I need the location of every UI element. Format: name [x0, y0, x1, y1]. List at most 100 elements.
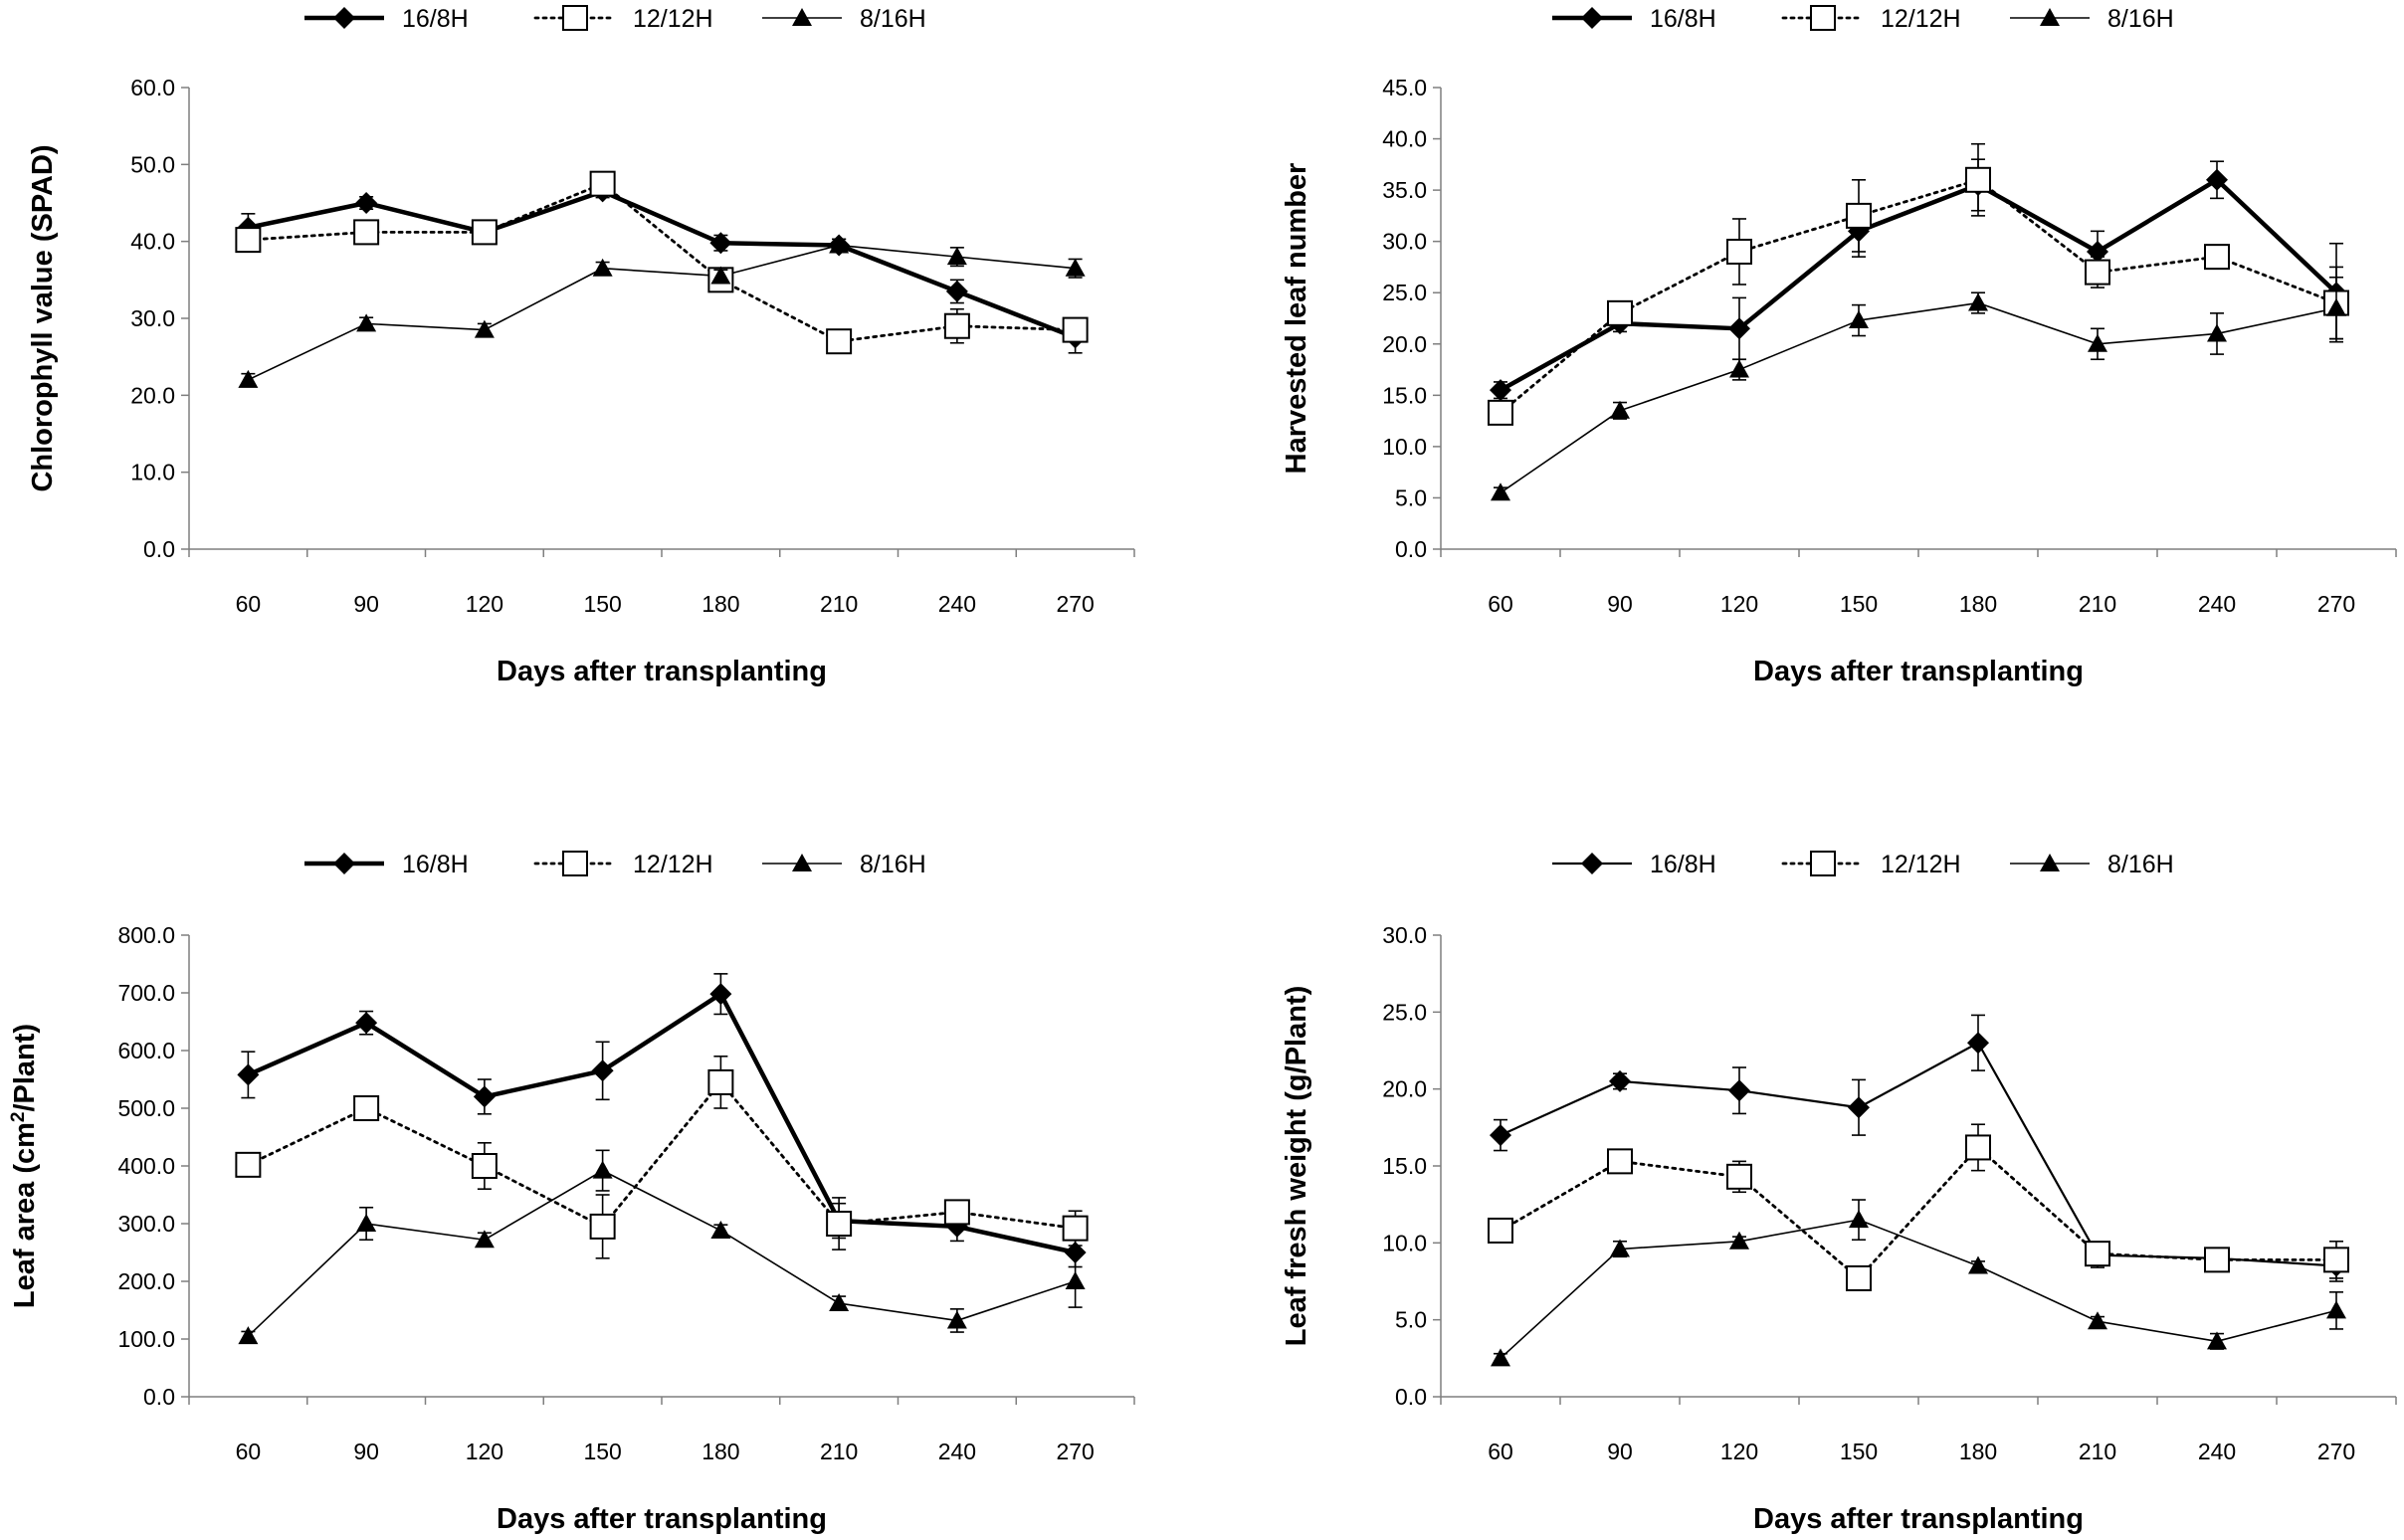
y-tick-label: 50.0 — [130, 151, 175, 177]
x-axis-title: Days after transplanting — [1753, 1503, 2084, 1535]
data-point-8/16H — [1491, 1348, 1510, 1367]
data-point-12/12H — [1607, 299, 1633, 326]
data-point-16/8H — [1848, 1096, 1870, 1119]
y-tick-label: 5.0 — [1395, 1307, 1427, 1333]
y-tick-label: 45.0 — [1382, 75, 1427, 100]
data-point-8/16H — [1849, 1210, 1869, 1229]
data-point-12/12H — [589, 1213, 616, 1240]
data-point-12/12H — [2085, 1241, 2110, 1267]
legend-label-12/12H: 12/12H — [633, 851, 713, 878]
data-point-16/8H — [709, 232, 732, 255]
x-tick-label: 240 — [938, 1439, 976, 1464]
data-point-12/12H — [2085, 259, 2110, 286]
data-point-12/12H — [471, 219, 498, 246]
legend-marker-8/16H — [792, 8, 812, 26]
legend-label-12/12H: 12/12H — [633, 5, 713, 33]
data-point-12/12H — [943, 312, 970, 339]
y-tick-label: 15.0 — [1382, 1153, 1427, 1179]
data-point-12/12H — [943, 1199, 970, 1226]
legend-label-8/16H: 8/16H — [2107, 851, 2174, 878]
x-tick-label: 60 — [236, 1439, 262, 1464]
y-tick-label: 20.0 — [130, 382, 175, 408]
y-tick-label: 400.0 — [117, 1153, 175, 1179]
data-point-8/16H — [1968, 1255, 1988, 1274]
data-point-12/12H — [2204, 244, 2230, 271]
data-point-12/12H — [353, 219, 380, 246]
data-point-16/8H — [1728, 317, 1750, 340]
data-point-16/8H — [237, 1063, 260, 1086]
data-point-8/16H — [474, 319, 495, 338]
data-point-8/16H — [238, 1326, 259, 1345]
data-point-12/12H — [1062, 316, 1089, 343]
data-point-16/8H — [1609, 1069, 1631, 1092]
data-point-8/16H — [2088, 1311, 2107, 1330]
x-tick-label: 150 — [1840, 1439, 1878, 1464]
legend-label-16/8H: 16/8H — [1650, 851, 1716, 878]
data-point-12/12H — [353, 1095, 380, 1121]
legend-marker-12/12H — [1810, 5, 1836, 31]
y-tick-label: 40.0 — [130, 229, 175, 255]
x-tick-label: 270 — [1056, 1439, 1094, 1464]
data-point-8/16H — [829, 1293, 850, 1312]
y-tick-label: 100.0 — [117, 1326, 175, 1352]
legend-marker-16/8H — [1581, 7, 1603, 29]
y-tick-label: 15.0 — [1382, 382, 1427, 408]
y-tick-label: 0.0 — [1395, 536, 1427, 562]
series-line-12/12H — [246, 182, 1078, 343]
y-tick-label: 0.0 — [143, 1384, 175, 1410]
data-point-12/12H — [707, 1068, 734, 1095]
legend-marker-16/8H — [333, 853, 355, 874]
x-tick-label: 240 — [2198, 591, 2236, 617]
x-tick-label: 210 — [2079, 591, 2116, 617]
data-point-12/12H — [1965, 1134, 1991, 1161]
x-tick-label: 180 — [701, 1439, 739, 1464]
legend-label-8/16H: 8/16H — [860, 5, 926, 33]
data-point-8/16H — [474, 1230, 495, 1249]
legend-marker-12/12H — [1810, 851, 1836, 876]
data-point-8/16H — [1065, 1271, 1086, 1289]
y-axis-title-tail: /Plant) — [9, 1024, 41, 1112]
x-tick-label: 240 — [938, 591, 976, 617]
data-point-16/8H — [2206, 168, 2228, 191]
x-axis-title: Days after transplanting — [497, 1503, 827, 1535]
y-tick-label: 30.0 — [130, 305, 175, 331]
y-tick-label: 25.0 — [1382, 999, 1427, 1025]
y-tick-label: 30.0 — [1382, 922, 1427, 948]
data-point-12/12H — [1965, 166, 1991, 193]
y-tick-label: 25.0 — [1382, 280, 1427, 305]
data-point-8/16H — [1968, 292, 1988, 311]
y-tick-label: 10.0 — [130, 460, 175, 485]
chart-panel-4: 0.0 5.0 10.0 15.0 20.0 25.0 30.0 60 90 120 150 180 2… — [1281, 851, 2397, 1535]
series-line-12/12H — [1499, 178, 2338, 415]
legend-label-12/12H: 12/12H — [1881, 5, 1961, 33]
data-point-8/16H — [946, 1310, 967, 1329]
x-tick-label: 150 — [583, 1439, 621, 1464]
data-point-8/16H — [592, 258, 613, 277]
data-point-8/16H — [829, 235, 850, 254]
data-point-12/12H — [826, 1211, 853, 1237]
chart-panel-2: 0.0 5.0 10.0 15.0 20.0 25.0 30.0 35.0 40.0 45.0 60… — [1281, 5, 2397, 687]
y-axis-title: Leaf fresh weight (g/Plant) — [1281, 986, 1312, 1347]
x-tick-label: 120 — [466, 591, 503, 617]
data-point-8/16H — [238, 369, 259, 388]
series-line-16/8H — [247, 189, 1077, 340]
data-point-12/12H — [1062, 1215, 1089, 1242]
data-point-8/16H — [2207, 1331, 2227, 1350]
data-point-16/8H — [1967, 1032, 1989, 1055]
data-point-16/8H — [355, 192, 378, 214]
y-tick-label: 300.0 — [117, 1211, 175, 1237]
x-tick-label: 240 — [2198, 1439, 2236, 1464]
y-tick-label: 60.0 — [130, 75, 175, 100]
y-tick-label: 40.0 — [1382, 126, 1427, 152]
x-tick-label: 120 — [466, 1439, 503, 1464]
y-tick-label: 20.0 — [1382, 1076, 1427, 1102]
x-tick-label: 90 — [1607, 591, 1633, 617]
data-point-16/8H — [1490, 1124, 1511, 1147]
x-tick-label: 60 — [1488, 1439, 1513, 1464]
y-axis-title: Harvested leaf number — [1281, 163, 1312, 475]
series-line-8/16H — [248, 244, 1076, 381]
x-tick-label: 90 — [353, 591, 379, 617]
data-point-8/16H — [1065, 258, 1086, 277]
legend-marker-8/16H — [792, 854, 812, 871]
